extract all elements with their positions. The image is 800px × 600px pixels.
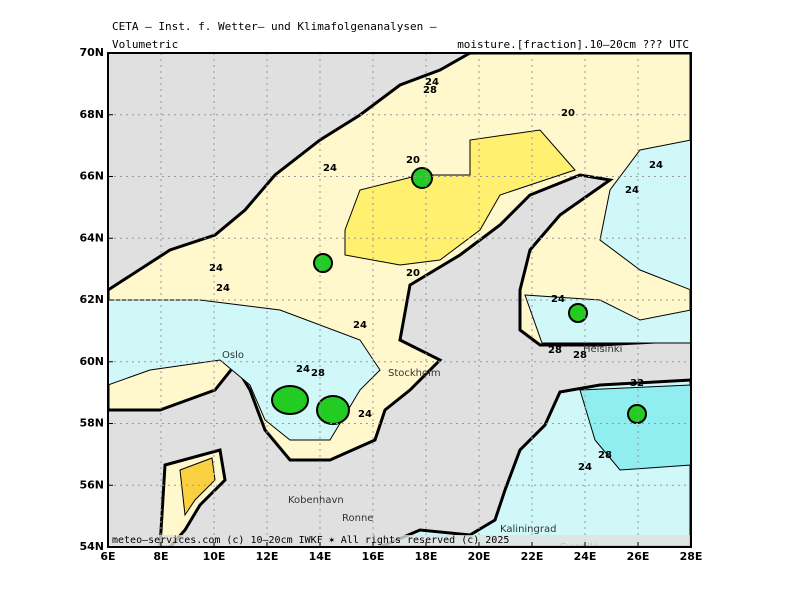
- x-tick-label: 26E: [627, 550, 650, 563]
- cyan-region: [108, 299, 381, 441]
- header-left: Volumetric: [112, 38, 178, 51]
- header-right-post: .10–20cm ??? UTC: [583, 38, 689, 51]
- y-tick-label: 54N: [79, 540, 104, 553]
- contour-label: 24: [425, 77, 439, 88]
- contour-label: 24: [323, 163, 337, 174]
- x-tick-label: 28E: [680, 550, 703, 563]
- contour-label: 28: [598, 450, 612, 461]
- contour-label: 32: [630, 378, 644, 389]
- wet-patch: [411, 167, 433, 189]
- cyan-strong: [579, 384, 691, 471]
- city-label: Kaliningrad: [500, 524, 556, 535]
- header-title: CETA – Inst. f. Wetter– und Klimafolgena…: [112, 20, 437, 33]
- x-tick-label: 18E: [415, 550, 438, 563]
- footer: meteo–services.com (c) 10–20cm IWKF ✶ Al…: [112, 535, 509, 546]
- contour-label: 24: [216, 283, 230, 294]
- contour-label: 28: [423, 85, 437, 96]
- x-tick-label: 10E: [203, 550, 226, 563]
- contour-label: 20: [561, 108, 575, 119]
- contour-label: 24: [625, 185, 639, 196]
- denmark-dry: [179, 457, 216, 517]
- header-right: moisture.[fraction].10–20cm ??? UTC: [457, 38, 689, 51]
- contour-label: 28: [548, 345, 562, 356]
- x-tick-label: 14E: [309, 550, 332, 563]
- x-tick-label: 12E: [256, 550, 279, 563]
- contour-label: 20: [406, 268, 420, 279]
- x-tick-label: 8E: [153, 550, 168, 563]
- y-tick-label: 68N: [79, 108, 104, 121]
- contour-label: 24: [296, 364, 310, 375]
- x-tick-label: 24E: [574, 550, 597, 563]
- contour-label: 24: [551, 294, 565, 305]
- footer-bg: [110, 535, 690, 546]
- graticule: [108, 53, 691, 547]
- city-label: Kobenhavn: [288, 495, 344, 506]
- y-tick-label: 60N: [79, 355, 104, 368]
- city-label: Stockholm: [388, 368, 441, 379]
- wet-patch: [316, 395, 350, 425]
- city-label: Oslo: [222, 350, 244, 361]
- contour-label: 20: [406, 155, 420, 166]
- contour-label: 24: [209, 263, 223, 274]
- x-tick-label: 20E: [468, 550, 491, 563]
- y-tick-label: 62N: [79, 293, 104, 306]
- wet-patch: [271, 385, 309, 415]
- contour-label: 24: [649, 160, 663, 171]
- header-right-pre: moisture.: [457, 38, 517, 51]
- contour-label: 24: [353, 320, 367, 331]
- cyan-region: [599, 139, 691, 291]
- x-tick-label: 6E: [100, 550, 115, 563]
- contour-label: 28: [573, 350, 587, 361]
- header-right-box: [fraction]: [517, 38, 583, 51]
- x-tick-label: 22E: [521, 550, 544, 563]
- y-tick-label: 66N: [79, 170, 104, 183]
- axis-ticks: 6E 8E 10E 12E 14E 16E 18E 20E 22E 24E 26E 28E 54N 56N…: [79, 46, 702, 563]
- contour-label: 24: [358, 409, 372, 420]
- wet-patch: [568, 303, 588, 323]
- contour-label: 24: [578, 462, 592, 473]
- wet-patch: [627, 404, 647, 424]
- y-tick-label: 70N: [79, 46, 104, 59]
- city-label: Helsinki: [583, 344, 622, 355]
- y-tick-label: 64N: [79, 231, 104, 244]
- wet-patch: [313, 253, 333, 273]
- x-tick-label: 16E: [362, 550, 385, 563]
- city-label: Ronne: [342, 513, 373, 524]
- contour-label: 28: [311, 368, 325, 379]
- y-tick-label: 58N: [79, 417, 104, 430]
- y-tick-label: 56N: [79, 478, 104, 491]
